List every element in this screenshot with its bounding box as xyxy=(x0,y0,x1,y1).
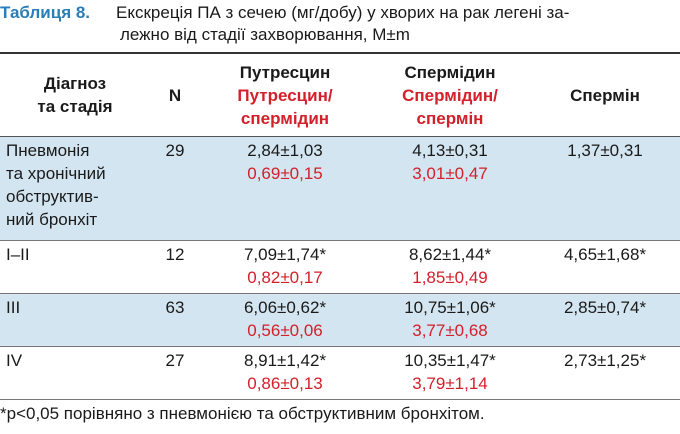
ratio: 3,01±0,47 xyxy=(412,164,488,183)
n-cell: 12 xyxy=(165,245,185,264)
diagnosis-text: I–II xyxy=(6,245,30,264)
value: 8,62±1,44* xyxy=(408,245,492,264)
diagnosis-text: IV xyxy=(6,351,23,370)
ratio: 0,69±0,15 xyxy=(247,164,323,183)
ratio: 0,56±0,06 xyxy=(247,321,323,340)
caption-line: Таблиця 8. Екскреція ПА з сечею (мг/добу)… xyxy=(0,2,569,24)
value-cell: 10,35±1,47* 3,79±1,14 xyxy=(370,347,530,400)
caption: Таблиця 8. Екскреція ПА з сечею (мг/добу)… xyxy=(0,2,569,46)
table-row: I–II 12 7,09±1,74* 0,82±0,17 8,62±1,44* 1,85±… xyxy=(0,241,680,294)
header-text: та стадія xyxy=(37,97,113,116)
value: 4,13±0,31 xyxy=(412,141,488,160)
caption-text: Екскреція ПА з сечею (мг/добу) у хворих … xyxy=(116,3,570,22)
header-cell: Діагноз та стадія xyxy=(0,53,150,137)
table-body: Пневмонія та хронічний обструктив-ний брон… xyxy=(0,136,680,400)
value-cell: 6,06±0,62* 0,56±0,06 xyxy=(200,294,370,347)
table: Діагноз та стадія N Путресцин Путресцин/спер… xyxy=(0,52,680,400)
value-cell: 8,62±1,44* 1,85±0,49 xyxy=(370,241,530,294)
caption-label: Таблиця 8. xyxy=(0,3,91,22)
value-cell: 7,09±1,74* 0,82±0,17 xyxy=(200,241,370,294)
value-cell: 4,65±1,68* xyxy=(563,245,647,264)
header-ratio: Спермідин/ xyxy=(402,85,498,105)
diagnosis-cell: Пневмонія та хронічний обструктив-ний брон… xyxy=(0,137,150,241)
value-cell: 8,91±1,42* 0,86±0,13 xyxy=(200,347,370,400)
diagnosis-text: Пневмонія xyxy=(6,141,90,160)
header-cell: Спермін xyxy=(570,85,640,105)
value: 7,09±1,74* xyxy=(243,245,327,264)
table-row: III 63 6,06±0,62* 0,56±0,06 10,75±1,06* 3,77±… xyxy=(0,293,680,347)
n-cell: 63 xyxy=(165,298,185,317)
n-cell: 29 xyxy=(165,141,185,160)
diagnosis-cell: I–II xyxy=(0,241,150,294)
value: 2,84±1,03 xyxy=(247,141,323,160)
value-cell: 10,75±1,06* 3,77±0,68 xyxy=(370,294,530,347)
header-cell: Путресцин Путресцин/спермідин xyxy=(200,53,370,137)
header-text: Спермідин xyxy=(404,62,496,82)
table-row: Пневмонія та хронічний обструктив-ний брон… xyxy=(0,136,680,241)
footnote: *p<0,05 порівняно з пневмонією та обстру… xyxy=(0,404,485,423)
header-ratio: Путресцин/ xyxy=(237,85,333,105)
value: 10,75±1,06* xyxy=(404,298,496,317)
header-ratio: спермін xyxy=(416,108,484,128)
diagnosis-text: III xyxy=(6,298,21,317)
header-cell: N xyxy=(168,85,182,105)
value: 6,06±0,62* xyxy=(243,298,327,317)
header-row: Діагноз та стадія N Путресцин Путресцин/спер… xyxy=(0,53,680,137)
diagnosis-text: обструктив- xyxy=(6,187,99,206)
ratio: 3,79±1,14 xyxy=(412,374,488,393)
value-cell: 2,85±0,74* xyxy=(563,298,647,317)
header-ratio: спермідин xyxy=(240,108,330,128)
table-row: IV 27 8,91±1,42* 0,86±0,13 10,35±1,47* 3,79±1… xyxy=(0,347,680,400)
value: 10,35±1,47* xyxy=(404,351,496,370)
value-cell: 2,84±1,03 0,69±0,15 xyxy=(200,137,370,241)
header-text: Путресцин xyxy=(239,62,331,82)
caption-text: лежно від стадії захворювання, M±m xyxy=(120,25,410,44)
ratio: 3,77±0,68 xyxy=(412,321,488,340)
ratio: 0,82±0,17 xyxy=(247,268,323,287)
diagnosis-text: та хронічний xyxy=(6,164,106,183)
value-cell: 1,37±0,31 xyxy=(567,141,643,160)
header-text: Діагноз xyxy=(43,74,107,93)
diagnosis-cell: IV xyxy=(0,347,150,400)
n-cell: 27 xyxy=(165,351,185,370)
ratio: 1,85±0,49 xyxy=(412,268,488,287)
value-cell: 4,13±0,31 3,01±0,47 xyxy=(370,137,530,241)
value: 8,91±1,42* xyxy=(243,351,327,370)
ratio: 0,86±0,13 xyxy=(247,374,323,393)
diagnosis-text: ний бронхіт xyxy=(6,210,98,229)
value-cell: 2,73±1,25* xyxy=(563,351,647,370)
header-cell: Спермідин Спермідин/спермін xyxy=(370,53,530,137)
diagnosis-cell: III xyxy=(0,294,150,347)
